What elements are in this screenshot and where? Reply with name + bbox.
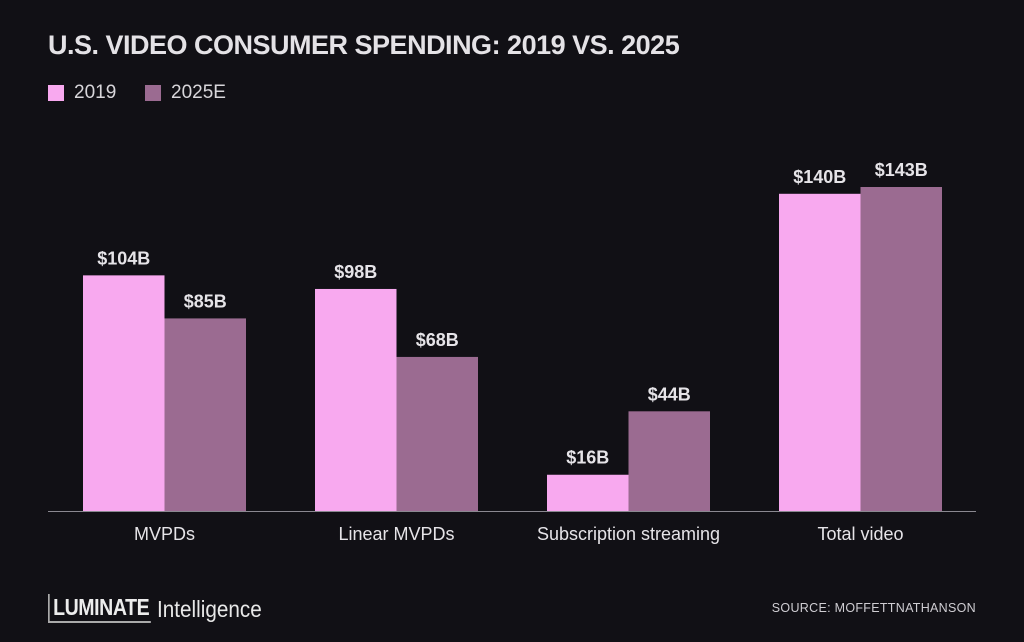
bar-2025e [164,318,246,511]
bar-2019 [779,193,861,512]
bar-2019 [315,288,397,511]
data-label: $44B [648,384,691,404]
legend-label: 2025E [171,82,226,103]
bar-2019 [547,474,629,511]
data-label: $140B [793,167,846,187]
data-label: $16B [566,448,609,468]
data-label: $98B [334,262,377,282]
chart-title: U.S. VIDEO CONSUMER SPENDING: 2019 VS. 2… [48,30,680,60]
bar-2019 [83,275,165,511]
category-label: Subscription streaming [537,524,720,544]
bar-2025e [628,411,710,511]
legend-swatch [145,85,161,101]
category-label: Total video [817,524,903,544]
legend-item-2025e: 2025E [145,82,226,104]
bar-2025e [860,187,942,511]
bar-2025e [396,356,478,511]
data-label: $104B [97,248,150,268]
category-label: Linear MVPDs [338,524,454,544]
legend-item-2019: 2019 [48,82,116,104]
category-label: MVPDs [134,524,195,544]
legend-swatch [48,85,64,101]
data-label: $143B [875,160,928,180]
luminate-logo: LUMINATE Intelligence [48,594,273,623]
legend-label: 2019 [74,82,117,103]
data-label: $85B [184,291,227,311]
source-note: SOURCE: MOFFETTNATHANSON [771,601,976,615]
data-label: $68B [416,330,459,350]
